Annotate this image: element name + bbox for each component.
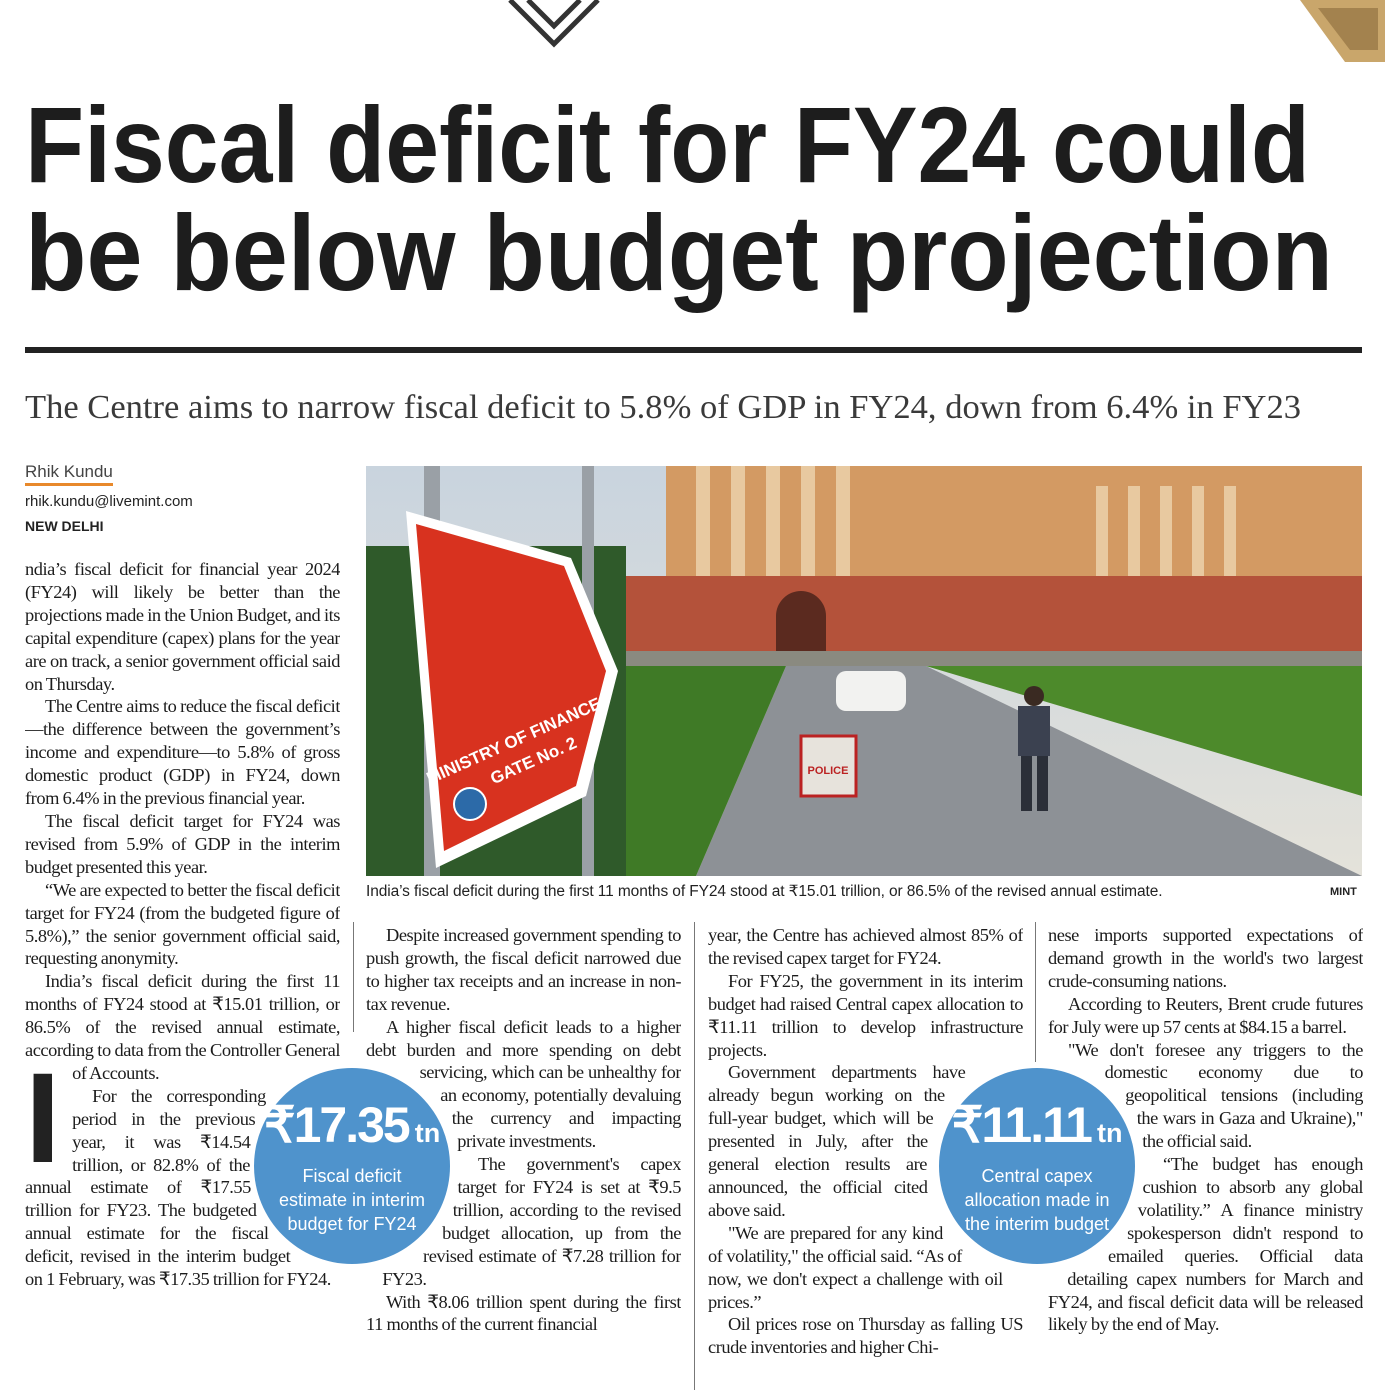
headline: Fiscal deficit for FY24 could	[25, 84, 1310, 205]
callout-label: Fiscal deficit estimate in interim budge…	[278, 1166, 426, 1234]
paragraph: "We don't foresee any triggers to the do…	[1048, 1039, 1363, 1154]
column-rule	[694, 922, 695, 1390]
paragraph-text: With ₹8.06 trillion spent during the fir…	[366, 1291, 681, 1335]
paragraph: "We are prepared for any kind of volatil…	[708, 1222, 1023, 1314]
paragraph: The government's capex target for FY24 i…	[366, 1153, 681, 1290]
paragraph-text: “The budget has enough cushion to absorb…	[1048, 1154, 1363, 1335]
paragraph: “The budget has enough cushion to absorb…	[1048, 1153, 1363, 1336]
paragraph: nese imports supported expectations of d…	[1048, 924, 1363, 993]
paragraph: “We are expected to better the fiscal de…	[25, 879, 340, 971]
column: year, the Centre has achieved almost 85%…	[708, 924, 1023, 1390]
person	[1018, 686, 1050, 811]
paragraph-text: For the corresponding period in the prev…	[25, 1085, 331, 1290]
dateline: NEW DELHI	[25, 518, 104, 534]
paragraph: For FY25, the government in its interim …	[708, 970, 1023, 1062]
deck: The Centre aims to narrow fiscal deficit…	[25, 389, 1301, 426]
photo-credit: MINT	[1330, 886, 1357, 898]
paragraph: Despite increased government spending to…	[366, 924, 681, 1016]
paragraph-text: The government's capex target for FY24 i…	[382, 1154, 681, 1289]
paragraph: For the corresponding period in the prev…	[25, 1085, 340, 1291]
column-rule	[353, 922, 354, 1032]
top-ornament	[508, 0, 600, 48]
email: rhik.kundu@livemint.com	[25, 493, 193, 510]
callout-unit: tn	[414, 1118, 441, 1148]
paragraph-text: "We are prepared for any kind of volatil…	[708, 1222, 1003, 1312]
paragraph: Oil prices rose on Thursday as falling U…	[708, 1313, 1023, 1359]
paragraph-text: year, the Centre has achieved almost 85%…	[708, 925, 1023, 968]
callout: ₹17.35 tn Fiscal deficit estimate in inte…	[254, 1068, 450, 1264]
paragraph-text: The Centre aims to reduce the fiscal def…	[25, 696, 340, 809]
author: Rhik Kundu	[25, 462, 113, 486]
paragraph-text: The fiscal deficit target for FY24 was r…	[25, 810, 340, 877]
callout-figure: ₹17.35	[263, 1097, 411, 1153]
paragraph: According to Reuters, Brent crude future…	[1048, 993, 1363, 1039]
drop-cap: I	[25, 1047, 61, 1190]
column: Despite increased government spending to…	[366, 924, 681, 1390]
paragraph-text: "We don't foresee any triggers to the do…	[1068, 1039, 1363, 1152]
paragraph-text: “We are expected to better the fiscal de…	[25, 879, 340, 969]
paragraph: India’s fiscal deficit during the first …	[25, 970, 340, 1085]
caption: India’s fiscal deficit during the first …	[366, 883, 1163, 900]
headline: be below budget projection	[25, 192, 1333, 313]
paragraph-text: India’s fiscal deficit during the first …	[25, 971, 340, 1083]
header: Fiscal deficit for FY24 could be below b…	[25, 0, 1385, 426]
corner-code	[1300, 0, 1385, 62]
paragraph: A higher fiscal deficit leads to a highe…	[366, 1016, 681, 1153]
paragraph-text: A higher fiscal deficit leads to a highe…	[366, 1016, 681, 1152]
photo: POLICE MINISTRY OF FINANCE GATE No. 2	[366, 466, 1362, 876]
paragraph-text: Despite increased government spending to…	[366, 925, 681, 1014]
paragraph-text: For FY25, the government in its interim …	[708, 970, 1023, 1060]
paragraph: year, the Centre has achieved almost 85%…	[708, 924, 1023, 970]
paragraph-text: Government departments have already begu…	[708, 1062, 966, 1220]
column-rule	[1035, 922, 1036, 1062]
paragraph: The fiscal deficit target for FY24 was r…	[25, 810, 340, 879]
callout-figure: ₹11.11	[951, 1097, 1093, 1153]
paragraph-text: Oil prices rose on Thursday as falling U…	[708, 1314, 1023, 1358]
paragraph-text: nese imports supported expectations of d…	[1048, 925, 1363, 991]
callout-unit: tn	[1096, 1118, 1123, 1148]
paragraph: With ₹8.06 trillion spent during the fir…	[366, 1291, 681, 1337]
callout: ₹11.11 tn Central capex allocation made i…	[939, 1068, 1135, 1264]
paragraph: The Centre aims to reduce the fiscal def…	[25, 695, 340, 810]
headline-rule	[25, 347, 1362, 353]
column: nese imports supported expectations of d…	[1048, 924, 1363, 1390]
paragraph: Government departments have already begu…	[708, 1061, 1023, 1221]
barrier-text: POLICE	[808, 765, 849, 777]
paragraph-text: According to Reuters, Brent crude future…	[1048, 993, 1363, 1037]
callout-label: Central capex allocation made in the int…	[964, 1166, 1110, 1234]
paragraph-text: ndia’s fiscal deficit for financial year…	[25, 559, 340, 694]
